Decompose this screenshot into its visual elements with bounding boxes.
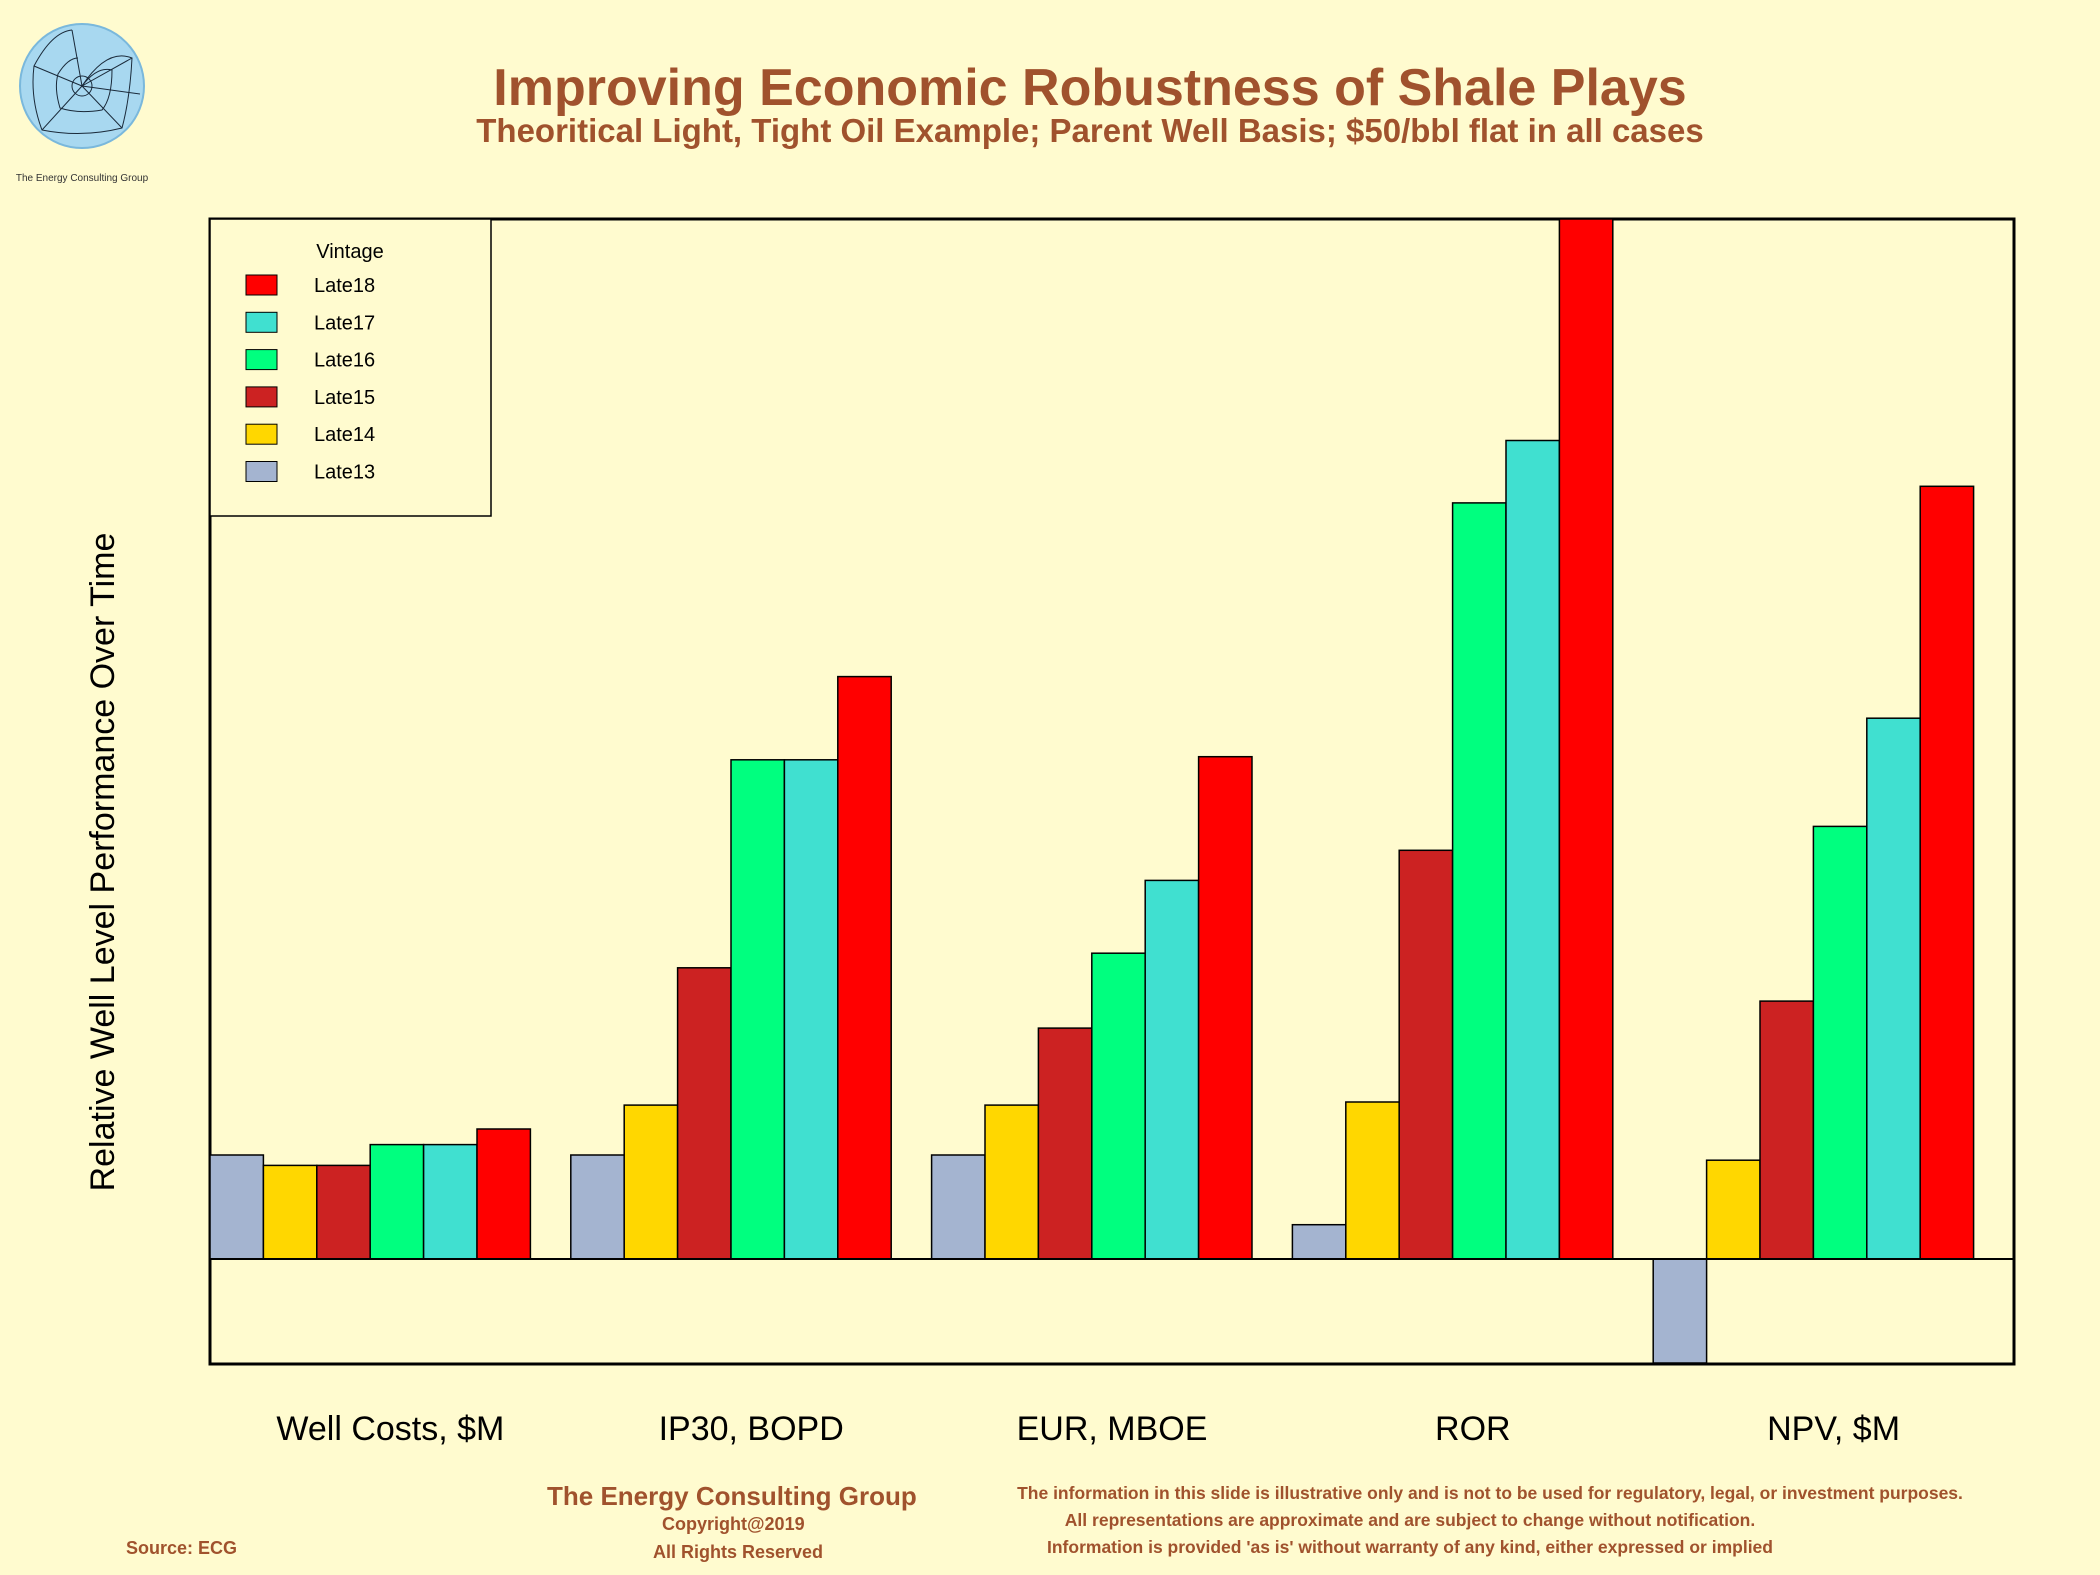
bar-late16-0 [369,1143,425,1260]
legend-label-late18: Late18 [314,275,375,297]
legend-swatch-late15 [245,386,278,408]
disclaimer-line: Information is provided 'as is' without … [1047,1537,1773,1557]
legend-swatch-late16 [245,349,278,371]
legend-title: Vintage [316,241,383,263]
legend-swatch-late13 [245,461,278,482]
category-label: EUR, MBOE [1017,1410,1208,1448]
legend-label-late13: Late13 [314,462,375,484]
category-label: Well Costs, $M [276,1410,504,1448]
bar-late15-2 [1037,1027,1093,1260]
bar-late15-3 [1398,849,1454,1260]
bar-late18-4 [1919,485,1975,1260]
bar-late17-4 [1866,717,1921,1260]
disclaimer-line: All representations are approximate and … [1064,1510,1756,1530]
category-labels: Well Costs, $M IP30, BOPD EUR, MBOE ROR NPV,… [276,1410,1900,1448]
logo-text: The Energy Consulting Group [16,173,149,184]
bar-late13-2 [930,1154,986,1260]
legend-label-late17: Late17 [314,312,375,334]
legend-swatch-late17 [245,311,278,333]
category-label: ROR [1435,1410,1511,1448]
bar-late13-1 [570,1154,625,1260]
legend-swatch-late18 [245,274,278,296]
bar-late17-3 [1505,439,1561,1260]
legend: Vintage Late18Late17Late16Late15Late14La… [209,218,492,517]
legend-swatch-late14 [245,423,278,445]
chart-subtitle: Theoritical Light, Tight Oil Example; Pa… [476,112,1704,149]
category-label: IP30, BOPD [659,1410,844,1448]
bar-late16-4 [1812,825,1868,1260]
company-logo: The Energy Consulting Group [16,23,149,184]
legend-label-late15: Late15 [314,387,375,409]
bar-late13-4 [1652,1258,1708,1364]
bar-late17-0 [422,1143,478,1260]
bar-late17-1 [783,759,839,1260]
footer-company: The Energy Consulting Group [547,1481,917,1511]
bar-late18-2 [1197,755,1253,1260]
bar-late18-0 [476,1128,532,1260]
bar-late14-4 [1705,1159,1761,1260]
legend-items: Late18 Late17 Late16 Late15 Late14 Late13 [245,274,375,484]
bar-late14-3 [1345,1101,1400,1260]
footer-source: Source: ECG [126,1538,238,1558]
bar-late17-2 [1144,879,1200,1260]
bar-late13-3 [1291,1223,1347,1260]
category-label: NPV, $M [1767,1410,1900,1448]
chart-title: Improving Economic Robustness of Shale P… [493,59,1687,117]
bar-late16-1 [730,759,786,1260]
bar-late15-1 [676,967,732,1260]
footer-rights: All Rights Reserved [653,1542,824,1562]
bar-late15-0 [316,1164,371,1260]
bar-late16-3 [1451,502,1507,1260]
bar-late13-0 [209,1154,265,1260]
bar-late18-1 [837,675,892,1260]
bar-late14-0 [262,1164,318,1260]
bar-late14-2 [984,1104,1040,1260]
legend-label-late16: Late16 [314,350,375,372]
footer-copyright: Copyright@2019 [662,1514,805,1534]
disclaimer-line: The information in this slide is illustr… [1017,1483,1963,1503]
bar-late14-1 [623,1104,679,1260]
plot-area [208,217,2016,1366]
y-axis-label: Relative Well Level Performance Over Tim… [84,533,122,1192]
bars-group [209,218,1975,1364]
legend-label-late14: Late14 [314,424,375,446]
bar-late18-3 [1558,218,1614,1260]
bar-late15-4 [1759,1000,1815,1260]
bar-late16-2 [1091,952,1146,1260]
